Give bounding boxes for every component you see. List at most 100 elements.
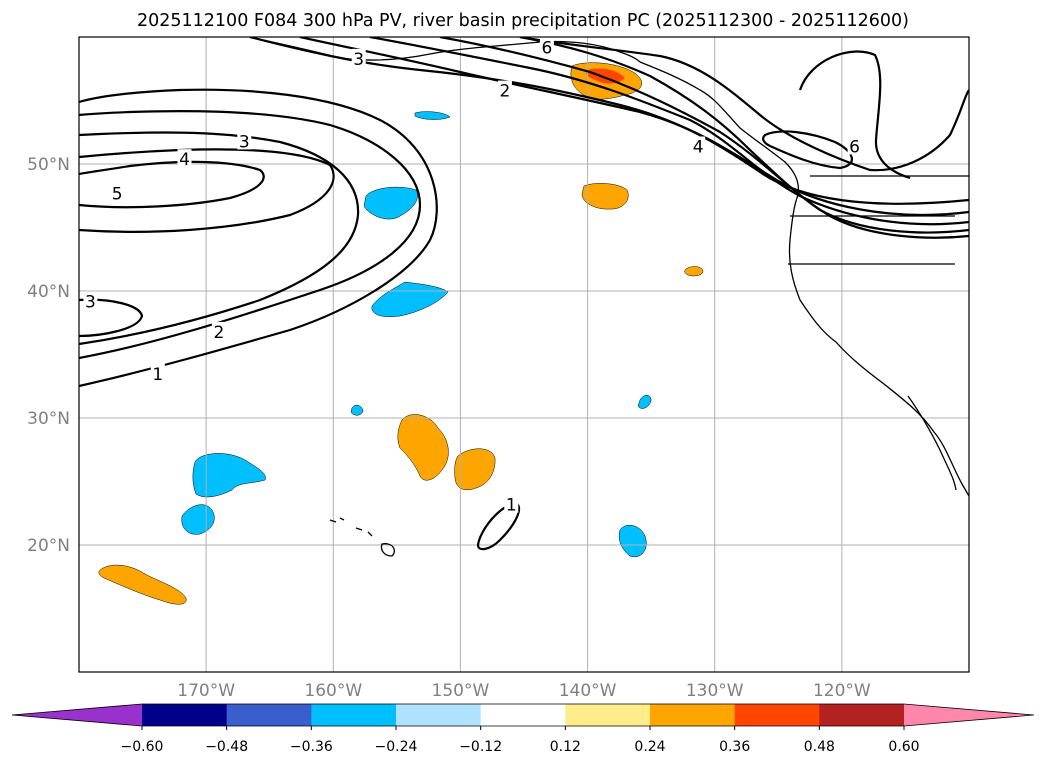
anomaly-blue-48n — [363, 186, 418, 220]
contour-label-bg — [110, 183, 125, 202]
contour-label: 3 — [239, 132, 250, 152]
contour-jet-band-5 — [519, 37, 969, 239]
anomaly-blue-21n — [618, 524, 647, 558]
contour-label-bg — [504, 494, 519, 513]
colorbar-tick-label: −0.36 — [290, 739, 333, 755]
colorbar-tick-label: 0.36 — [719, 739, 750, 755]
longitude-labels: 170°W 160°W 150°W 140°W 130°W 120°W — [177, 681, 871, 701]
contour-label-bg — [237, 131, 252, 150]
baja-peninsula — [907, 395, 957, 491]
contour-label-bg — [351, 48, 366, 67]
anomaly-blue-40n — [371, 281, 449, 317]
lat-label: 40°N — [27, 282, 70, 302]
anomaly-orange-small-42n — [684, 266, 704, 277]
contour-jet-band-4 — [439, 37, 969, 234]
colorbar-segment — [396, 704, 482, 726]
lon-label: 160°W — [304, 681, 362, 701]
gridlines — [79, 37, 969, 672]
colorbar-segment — [734, 704, 820, 726]
colorbar-segment — [565, 704, 651, 726]
contour-5-loop — [79, 160, 265, 209]
colorbar-segment — [480, 704, 566, 726]
colorbar-tick-label: −0.12 — [459, 739, 502, 755]
lon-label: 120°W — [813, 681, 871, 701]
lon-label: 140°W — [559, 681, 617, 701]
colorbar-extend-low — [12, 704, 142, 726]
contour-label: 4 — [179, 150, 190, 170]
colorbar-segment — [311, 704, 397, 726]
north-america-coastline — [639, 61, 969, 497]
contour-labels: 3 6 2 3 4 5 4 6 3 2 1 1 — [83, 37, 862, 516]
anomaly-blue-30n-small — [350, 404, 364, 416]
lon-label: 130°W — [686, 681, 744, 701]
contour-label: 3 — [353, 50, 364, 70]
contour-6-north — [519, 37, 969, 172]
colorbar-segment — [819, 704, 905, 726]
colorbar-extend-high — [904, 704, 1034, 726]
anomaly-blue-54n — [414, 111, 451, 120]
latitude-labels: 20°N 30°N 40°N 50°N — [27, 155, 70, 556]
lat-label: 30°N — [27, 409, 70, 429]
coastlines — [249, 37, 969, 557]
contour-label: 4 — [693, 137, 704, 157]
contour-3-loop — [79, 131, 360, 346]
colorbar-tick-label: 0.60 — [888, 739, 919, 755]
hawaii-islands — [329, 517, 396, 557]
colorbar-tick-label: 0.12 — [550, 739, 581, 755]
contour-label: 6 — [541, 38, 552, 58]
contour-label-bg — [847, 136, 862, 155]
contour-label-bg — [150, 363, 165, 382]
anomaly-blue-26n — [192, 453, 266, 498]
lon-label: 170°W — [177, 681, 235, 701]
lat-label: 20°N — [27, 536, 70, 556]
colorbar-segment — [650, 704, 736, 726]
contour-1-isolated — [476, 501, 521, 551]
contour-6-northeast — [798, 50, 911, 180]
colorbar-tick-label: 0.24 — [634, 739, 665, 755]
colorbar-tick-label: −0.24 — [375, 739, 418, 755]
anomaly-orange-28n-a — [397, 414, 449, 481]
colorbar-tick-label: −0.60 — [121, 739, 164, 755]
contour-jet-band-3 — [369, 37, 969, 226]
contour-jet-band-2 — [299, 37, 969, 217]
contour-label: 2 — [500, 82, 511, 102]
contour-label-bg — [539, 37, 554, 56]
anomaly-orange-28n-b — [454, 448, 496, 491]
precip-shading — [98, 62, 704, 605]
colorbar-tick-label: 0.48 — [804, 739, 835, 755]
contour-1-south — [79, 88, 438, 388]
anomaly-orange-47n — [581, 183, 629, 210]
contour-6-loop — [762, 130, 853, 170]
contour-label: 6 — [849, 137, 860, 157]
contour-4-loop — [79, 148, 335, 233]
contour-2-outer — [79, 109, 422, 360]
contour-label-bg — [83, 291, 98, 310]
lat-label: 50°N — [27, 155, 70, 175]
map-area: 3 6 2 3 4 5 4 6 3 2 1 1 — [79, 37, 969, 672]
contour-label: 3 — [85, 292, 96, 312]
contour-3-west — [79, 298, 144, 338]
contour-label: 2 — [213, 323, 224, 343]
pv-contours — [79, 37, 969, 551]
anomaly-red-gulf-alaska — [586, 68, 625, 84]
colorbar: −0.60 −0.48 −0.36 −0.24 −0.12 0.12 0.24 0.36 0.4… — [11, 703, 1035, 755]
chart-title: 2025112100 F084 300 hPa PV, river basin … — [137, 11, 909, 31]
anomaly-blue-23n — [181, 504, 215, 535]
anomaly-orange-17n — [98, 564, 187, 605]
contour-label: 1 — [152, 365, 163, 385]
contour-jet-band-1 — [249, 37, 969, 205]
contour-label-bg — [177, 149, 192, 168]
colorbar-segment — [142, 704, 228, 726]
contour-label: 5 — [112, 184, 123, 204]
colorbar-tick-label: −0.48 — [205, 739, 248, 755]
contour-label: 1 — [506, 496, 517, 516]
alaska-coastline — [249, 37, 641, 63]
contour-label-bg — [211, 321, 226, 340]
colorbar-segment — [226, 704, 312, 726]
contour-label-bg — [691, 136, 706, 155]
contour-label-bg — [497, 80, 512, 99]
map-frame — [78, 36, 970, 673]
lon-label: 150°W — [432, 681, 490, 701]
anomaly-blue-31n-small — [637, 395, 652, 409]
